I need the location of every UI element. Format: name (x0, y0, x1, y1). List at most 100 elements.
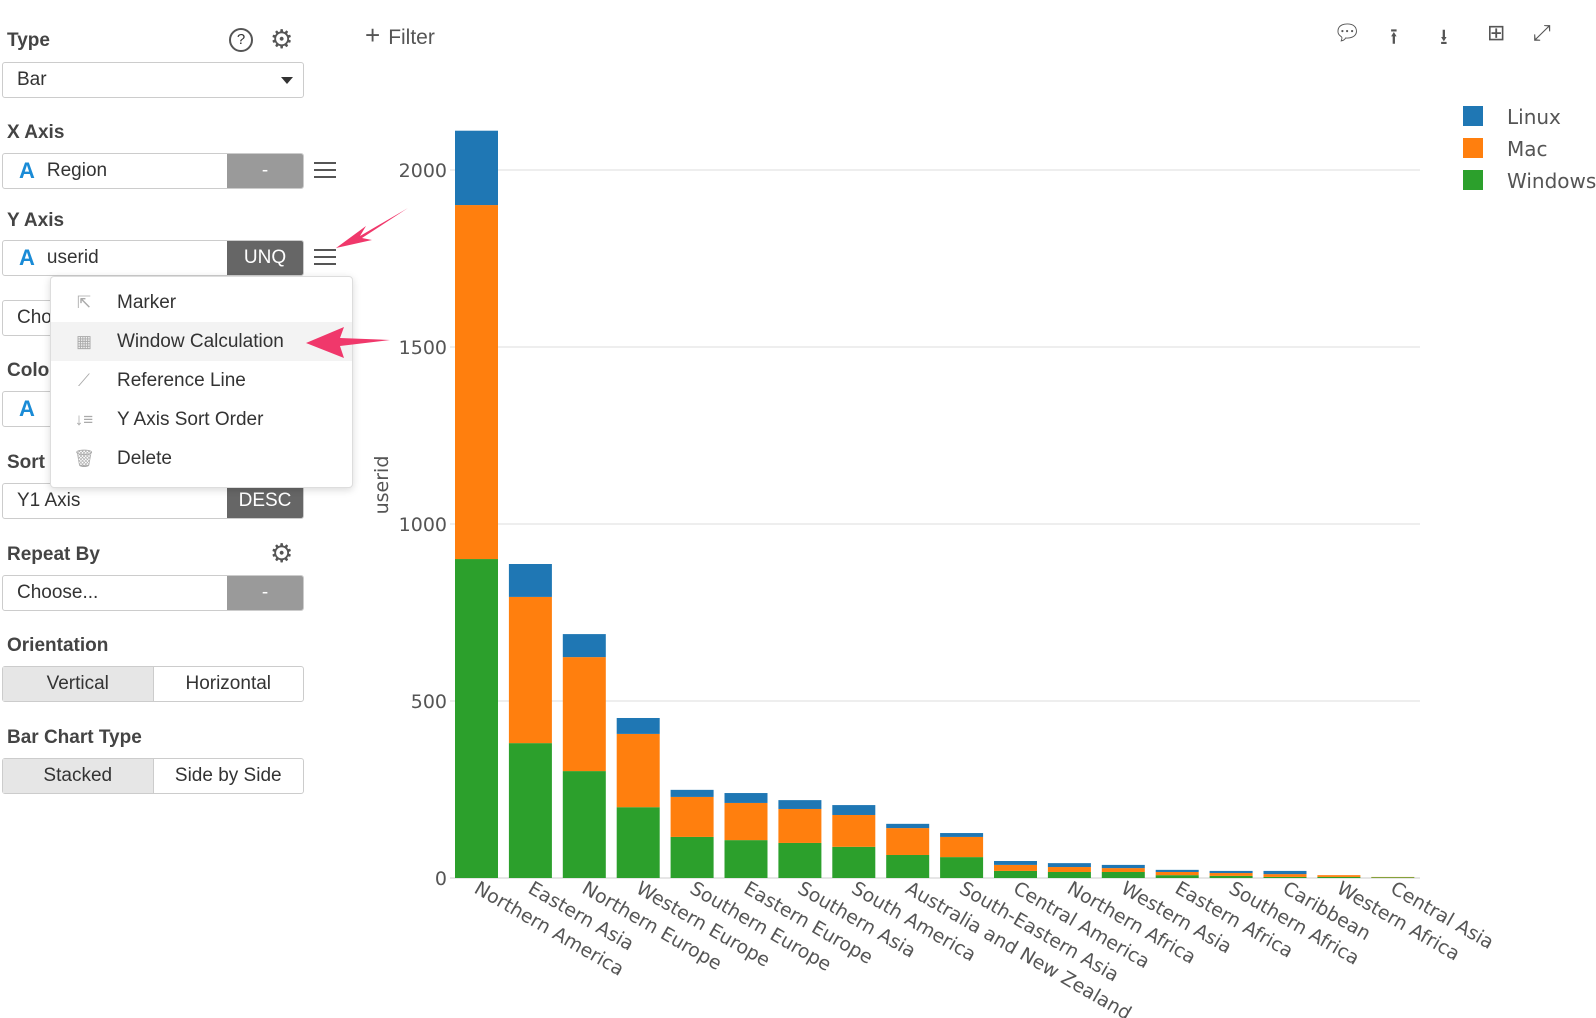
bar-mac (1317, 875, 1361, 877)
bar-mac (1155, 871, 1199, 876)
menu-item-window-calculation[interactable]: ▦ Window Calculation (51, 322, 352, 361)
bar-mac (994, 864, 1037, 871)
add-filter-button[interactable]: + Filter (365, 20, 435, 51)
menu-item-marker[interactable]: ⇱ Marker (51, 283, 352, 322)
menu-item-y-axis-sort-order[interactable]: ↓≡ Y Axis Sort Order (51, 400, 352, 439)
orientation-label: Orientation (7, 635, 109, 656)
legend-label: Linux (1507, 105, 1561, 129)
menu-label: Delete (117, 447, 172, 469)
sort-label: Sort (7, 452, 45, 473)
bar-mac (778, 808, 822, 843)
x-axis-agg-button[interactable]: - (227, 154, 303, 188)
y-tick-label: 500 (411, 691, 447, 713)
y-tick-label: 1000 (399, 514, 447, 536)
help-icon[interactable]: ? (229, 28, 253, 52)
upload-icon[interactable]: ⭱ (1390, 24, 1398, 49)
gear-icon[interactable]: ⚙ (270, 24, 294, 54)
bar-linux (724, 793, 768, 803)
y-tick-label: 1500 (399, 337, 447, 359)
bar-windows (1155, 875, 1199, 878)
repeat-by-button[interactable]: - (227, 576, 303, 610)
table-icon: ▦ (75, 331, 93, 351)
text-type-icon: A (19, 396, 35, 421)
text-type-icon: A (19, 245, 35, 270)
repeat-by-value: Choose... (17, 582, 99, 603)
menu-label: Marker (117, 291, 177, 313)
table-view-icon[interactable]: ⊞ (1487, 20, 1506, 45)
bar-linux (940, 833, 984, 837)
x-axis-menu-icon[interactable] (314, 162, 336, 178)
bar-linux (1209, 870, 1253, 874)
bar-windows (832, 846, 876, 878)
bar-mac (1047, 867, 1091, 872)
menu-label: Y Axis Sort Order (117, 408, 264, 430)
download-icon[interactable]: ⭳ (1440, 24, 1448, 49)
bar-linux (778, 800, 822, 809)
bar-chart-type-toggle[interactable]: Stacked Side by Side (2, 758, 304, 794)
type-select[interactable]: Bar (2, 62, 304, 98)
legend-swatch (1463, 106, 1483, 126)
sort-icon: ↓≡ (74, 409, 94, 429)
sort-direction-button[interactable]: DESC (227, 484, 303, 518)
bar-mac (670, 796, 714, 837)
bar-linux (1155, 869, 1199, 872)
text-type-icon: A (19, 158, 35, 183)
x-axis-label: X Axis (7, 122, 65, 143)
y-axis-value: userid (46, 247, 99, 268)
legend-swatch (1463, 138, 1483, 158)
bar-windows (508, 743, 552, 878)
bar-type-side-by-side[interactable]: Side by Side (174, 765, 282, 786)
menu-label: Reference Line (117, 369, 246, 391)
bar-windows (940, 857, 984, 878)
bar-linux (562, 634, 606, 658)
bar-windows (1317, 876, 1361, 878)
orientation-toggle[interactable]: Vertical Horizontal (2, 666, 304, 702)
choose-text: Cho (17, 307, 52, 328)
orientation-vertical[interactable]: Vertical (3, 667, 154, 701)
y-axis-context-menu: ⇱ Marker ▦ Window Calculation ⟋ Reference L… (50, 276, 353, 488)
legend-swatch (1463, 170, 1483, 190)
bar-mac (455, 205, 498, 560)
bar-mac (886, 828, 930, 855)
bar-windows (1263, 876, 1307, 878)
color-label: Colo (7, 360, 50, 381)
type-value: Bar (17, 69, 47, 90)
orientation-horizontal[interactable]: Horizontal (185, 673, 272, 694)
bar-mac (1209, 873, 1253, 876)
y-axis-label: Y Axis (7, 210, 65, 231)
bar-linux (508, 564, 552, 597)
bar-mac (562, 657, 606, 772)
expand-icon[interactable]: ⤢ (1533, 20, 1551, 45)
bar-windows (778, 842, 822, 878)
bar-mac (832, 814, 876, 847)
bar-windows (886, 854, 930, 878)
bar-linux (832, 805, 876, 815)
bar-mac (616, 733, 660, 808)
bar-windows (616, 807, 660, 878)
bar-linux (1047, 863, 1091, 868)
bar-type-stacked[interactable]: Stacked (3, 759, 154, 793)
x-axis-field[interactable]: A Region - (2, 153, 304, 189)
menu-item-delete[interactable]: 🗑 Delete (51, 439, 352, 478)
bar-windows (1101, 871, 1145, 878)
y-tick-label: 0 (435, 868, 447, 890)
filter-label: Filter (388, 26, 435, 49)
y-axis-menu-icon[interactable] (314, 249, 336, 265)
bar-linux (455, 130, 498, 206)
bar-windows (1047, 871, 1091, 878)
menu-item-reference-line[interactable]: ⟋ Reference Line (51, 361, 352, 400)
y-axis-agg-button[interactable]: UNQ (227, 241, 303, 275)
legend-label: Windows (1507, 169, 1596, 193)
gear-icon[interactable]: ⚙ (270, 538, 294, 568)
repeat-by-field[interactable]: Choose... - (2, 575, 304, 611)
type-label: Type (7, 30, 50, 51)
sort-field[interactable]: Y1 Axis DESC (2, 483, 304, 519)
bar-windows (562, 771, 606, 878)
x-axis-value: Region (46, 160, 108, 181)
bar-windows (994, 870, 1037, 878)
comment-icon[interactable]: 💬︎ (1333, 20, 1361, 45)
menu-label: Window Calculation (117, 330, 284, 352)
bar-linux (994, 861, 1037, 865)
